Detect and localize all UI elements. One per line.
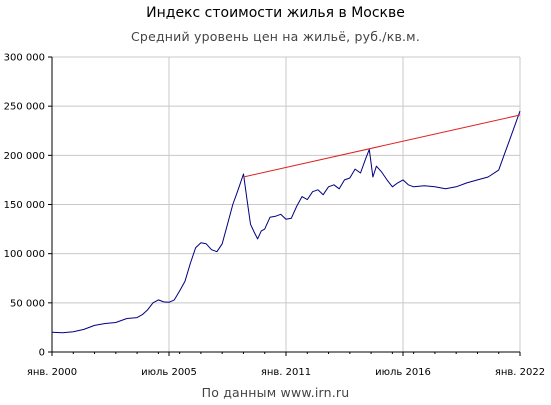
- y-tick-label: 200 000: [4, 151, 45, 162]
- x-tick-label: янв. 2022: [495, 367, 545, 378]
- chart-title: Индекс стоимости жилья в Москве: [146, 5, 405, 21]
- x-tick-label: янв. 2000: [27, 367, 77, 378]
- price-index-line: [51, 110, 521, 334]
- x-axis-ticks: янв. 2000 июль 2005 янв. 2011 июль 2016 янв.…: [27, 352, 545, 378]
- y-tick-label: 0: [39, 348, 45, 359]
- y-tick-label: 250 000: [4, 102, 45, 113]
- x-tick-label: июль 2016: [375, 367, 431, 378]
- y-tick-label: 50 000: [10, 298, 45, 309]
- chart-subtitle: Средний уровень цен на жильё, руб./кв.м.: [131, 29, 420, 44]
- y-tick-label: 300 000: [4, 53, 45, 64]
- series-group: [51, 110, 521, 334]
- y-axis-ticks: 0 50 000 100 000 150 000 200 000 250 000 300 0…: [4, 53, 52, 359]
- x-tick-label: июль 2005: [141, 367, 197, 378]
- y-tick-label: 100 000: [4, 249, 45, 260]
- trend-line: [243, 114, 521, 178]
- x-tick-label: янв. 2011: [261, 367, 311, 378]
- source-note: По данным www.irn.ru: [201, 385, 350, 400]
- grid-lines: [52, 56, 521, 352]
- y-tick-label: 150 000: [4, 200, 45, 211]
